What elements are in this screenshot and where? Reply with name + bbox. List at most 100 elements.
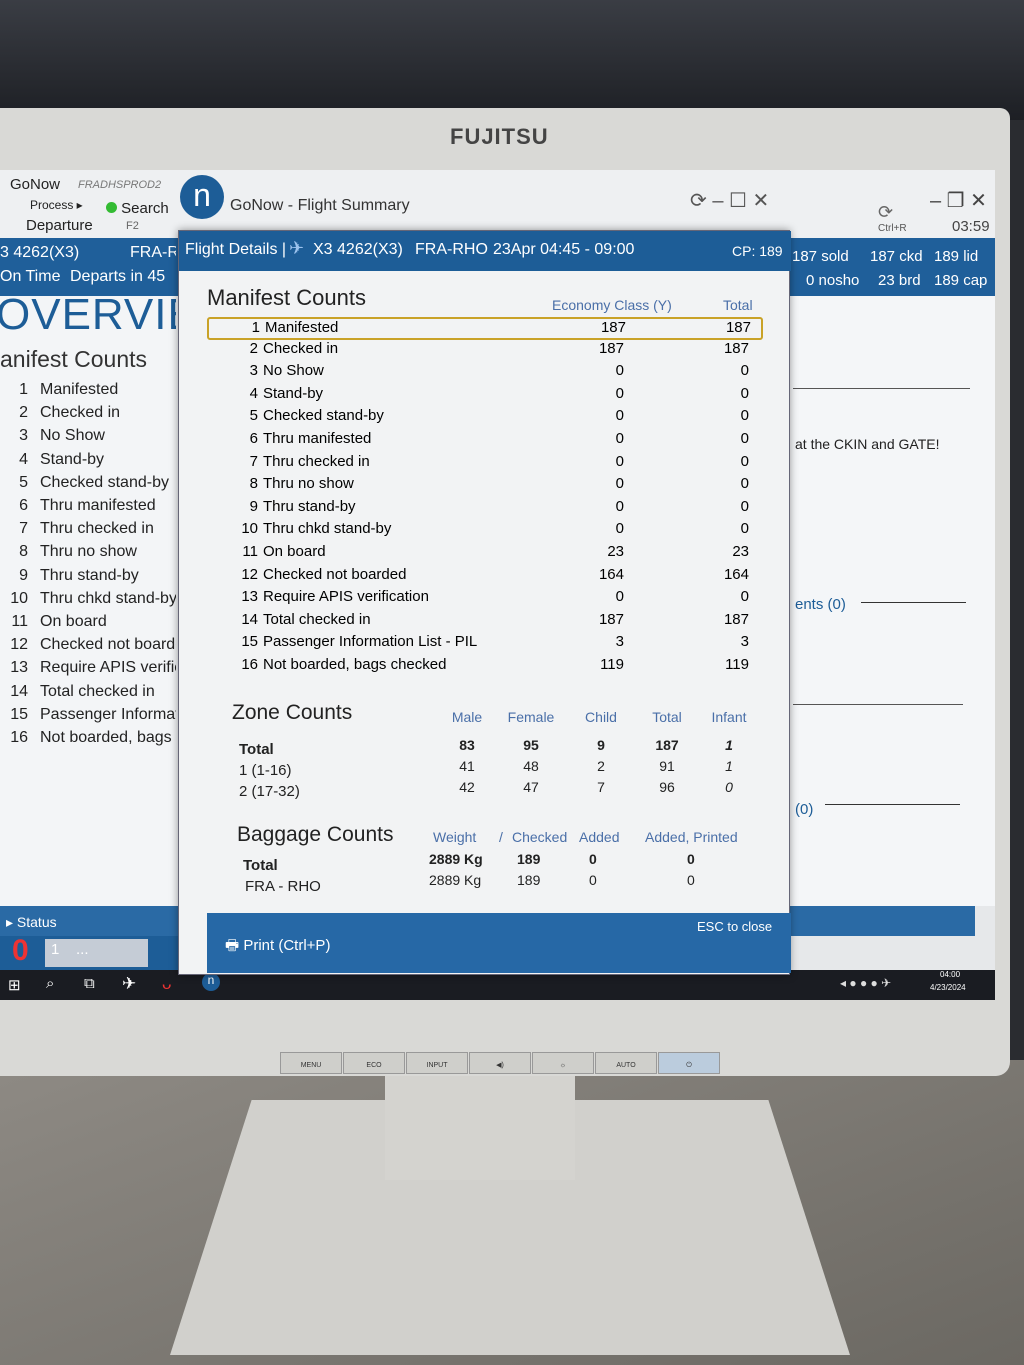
monitor-button[interactable]: ECO — [343, 1052, 405, 1074]
monitor-button[interactable]: ☼ — [532, 1052, 594, 1074]
monitor-button[interactable]: AUTO — [595, 1052, 657, 1074]
left-list-item: 3 No Show — [0, 427, 105, 445]
tui-app-icon[interactable]: ᴗ — [162, 974, 172, 993]
item-number: 12 — [10, 636, 28, 654]
total-value: 23 — [732, 543, 749, 560]
search-icon[interactable]: ⌕ — [46, 975, 55, 992]
left-list-item: 9 Thru stand-by — [0, 567, 139, 585]
baggage-col-header: Weight — [433, 829, 477, 845]
item-number: 8 — [19, 543, 28, 561]
monitor-button[interactable]: INPUT — [406, 1052, 468, 1074]
row-number: 16 — [241, 656, 258, 673]
zone-row-label: Total — [239, 741, 274, 758]
item-number: 10 — [10, 589, 28, 607]
notice-text: at the CKIN and GATE! — [795, 436, 940, 452]
manifest-row: 11 On board 23 23 — [179, 543, 791, 566]
row-label: Stand-by — [263, 384, 324, 402]
item-number: 6 — [19, 497, 28, 514]
row-label: On board — [263, 543, 326, 560]
esc-close-hint[interactable]: ESC to close — [697, 919, 773, 934]
economy-value: 0 — [615, 475, 624, 493]
economy-value: 187 — [600, 319, 626, 336]
monitor-button[interactable]: ◀) — [469, 1052, 531, 1074]
total-value: 0 — [740, 497, 749, 515]
left-list-item: 15 Passenger Informat — [0, 706, 176, 724]
monitor-button[interactable]: ⏻ — [658, 1052, 720, 1074]
zone-value: 187 — [655, 737, 679, 753]
print-button[interactable]: 🖶 Print (Ctrl+P) — [225, 937, 331, 954]
zone-value: 7 — [597, 779, 605, 795]
zone-value: 2 — [597, 758, 605, 774]
status-field[interactable]: 1 ... — [45, 939, 148, 967]
manifest-row: 8 Thru no show 0 0 — [179, 475, 791, 498]
row-number: 1 — [251, 319, 260, 336]
row-label: Thru no show — [263, 475, 354, 493]
item-number: 4 — [19, 450, 28, 468]
status-dot-icon — [106, 202, 117, 213]
section-zero-link[interactable]: (0) — [795, 801, 814, 818]
item-number: 2 — [19, 404, 28, 422]
row-label: Checked not boarded — [263, 565, 407, 583]
manifest-row: 15 Passenger Information List - PIL 3 3 — [179, 633, 791, 656]
baggage-row-label: Total — [243, 857, 278, 874]
item-label: Thru checked in — [40, 520, 154, 538]
row-number: 14 — [241, 610, 258, 628]
monitor-button[interactable]: MENU — [280, 1052, 342, 1074]
baggage-row-label: FRA - RHO — [245, 878, 321, 895]
zone-col-header: Child — [585, 709, 617, 725]
item-label: Checked in — [40, 404, 121, 422]
departure-menu[interactable]: Departure — [26, 217, 93, 234]
item-number: 14 — [10, 682, 28, 700]
item-label: Thru chkd stand-by — [40, 589, 176, 607]
left-list-item: 10 Thru chkd stand-by — [0, 590, 176, 608]
sold-count: 187 sold — [792, 248, 849, 265]
documents-link[interactable]: ents (0) — [795, 596, 846, 613]
row-number: 9 — [249, 497, 258, 515]
zone-value: 83 — [459, 737, 475, 753]
zone-col-header: Male — [451, 709, 483, 725]
total-value: 3 — [740, 633, 749, 651]
gonow-app-icon[interactable]: n — [202, 973, 220, 991]
item-label: Checked stand-by — [40, 473, 169, 491]
taskbar: ⊞ ⌕ ⧉ ✈ ᴗ n ◂ ● ● ● ✈ 04:00 4/23/2024 — [0, 970, 995, 1000]
row-number: 8 — [249, 475, 258, 493]
economy-value: 23 — [607, 543, 624, 560]
task-view-icon[interactable]: ⧉ — [84, 975, 95, 992]
start-icon[interactable]: ⊞ — [8, 977, 21, 994]
search-button[interactable]: Search — [106, 200, 169, 217]
row-label: Checked in — [263, 339, 339, 357]
status-label[interactable]: ▸ Status — [6, 914, 57, 930]
airplane-icon: ✈ — [289, 238, 305, 258]
manifest-row: 12 Checked not boarded 164 164 — [179, 566, 791, 589]
window-controls[interactable]: ⟳ ‒ ☐ ✕ — [690, 190, 770, 212]
economy-value: 0 — [615, 384, 624, 402]
left-list-item: 16 Not boarded, bags c — [0, 729, 176, 747]
row-label: Total checked in — [263, 610, 371, 628]
item-label: Checked not boarde — [40, 636, 176, 654]
zone-value: 41 — [459, 758, 475, 774]
total-value: 187 — [723, 339, 749, 357]
item-number: 11 — [11, 613, 28, 630]
airplane-app-icon[interactable]: ✈ — [122, 974, 137, 993]
right-panel: at the CKIN and GATE! ents (0) (0) — [785, 296, 995, 906]
item-label: Not boarded, bags c — [40, 729, 176, 746]
manifest-row: 4 Stand-by 0 0 — [179, 385, 791, 408]
screen: GoNow FRADHSPROD2 Process ▸ Departure Se… — [0, 170, 995, 1000]
taskbar-date: 4/23/2024 — [930, 983, 966, 992]
overview-heading: OVERVIE — [0, 296, 176, 339]
baggage-col-header: Checked — [512, 829, 568, 845]
main-window-controls[interactable]: ‒ ❐ ✕ — [930, 190, 987, 212]
tray-icons[interactable]: ◂ ● ● ● ✈ — [840, 976, 892, 990]
status-row: 0 1 ... — [0, 934, 205, 970]
zone-value: 1 — [725, 737, 733, 753]
item-number: 16 — [10, 729, 28, 746]
flight-details-dialog: Flight Details | ✈ X3 4262(X3) FRA-RHO 2… — [178, 230, 791, 975]
zone-value: 9 — [597, 737, 605, 753]
item-number: 15 — [10, 705, 28, 723]
left-list-item: 8 Thru no show — [0, 543, 137, 561]
process-menu[interactable]: Process ▸ — [30, 198, 83, 212]
refresh-icon[interactable]: ⟳ — [878, 202, 894, 222]
noshow-count: 0 nosho — [806, 272, 860, 289]
manifest-row: 16 Not boarded, bags checked 119 119 — [179, 656, 791, 679]
manifest-row: 6 Thru manifested 0 0 — [179, 430, 791, 453]
